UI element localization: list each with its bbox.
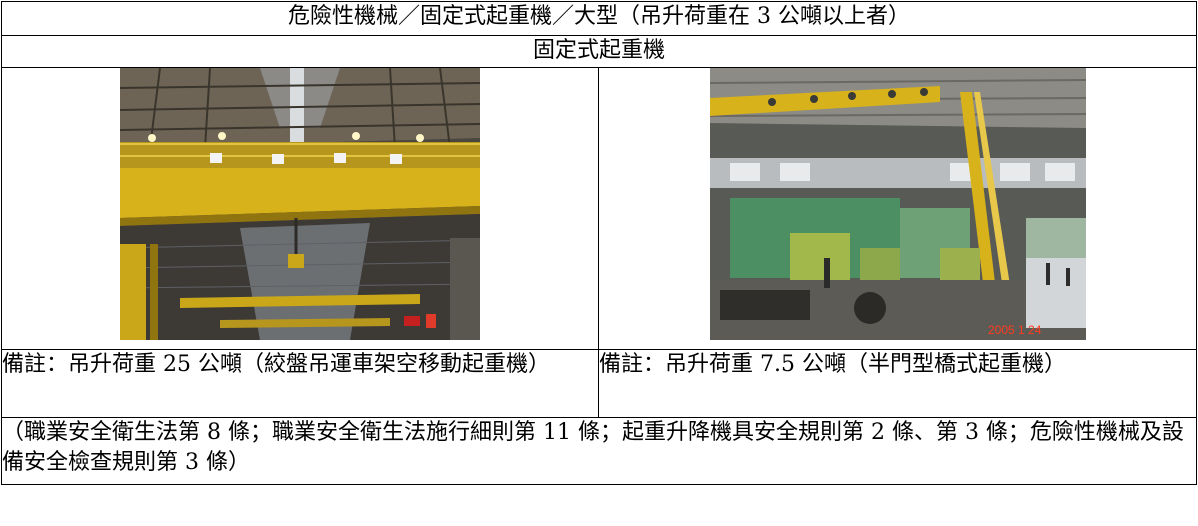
right-photo-cell: 2005 1 24 [598, 67, 1197, 350]
crane-info-table: 危險性機械／固定式起重機／大型（吊升荷重在 3 公噸以上者） 固定式起重機 [1, 1, 1197, 485]
right-photo-note: 備註：吊升荷重 7.5 公噸（半門型橋式起重機） [599, 352, 1066, 377]
right-note-cell: 備註：吊升荷重 7.5 公噸（半門型橋式起重機） [598, 349, 1197, 418]
left-photo-cell [1, 67, 599, 350]
photo-timestamp: 2005 1 24 [988, 323, 1042, 337]
left-photo-note: 備註：吊升荷重 25 公噸（絞盤吊運車架空移動起重機） [2, 352, 550, 377]
document-title: 危險性機械／固定式起重機／大型（吊升荷重在 3 公噸以上者） [1, 1, 1197, 36]
overhead-crane-photo [120, 68, 480, 340]
gantry-crane-photo: 2005 1 24 [709, 68, 1086, 340]
document-subtitle: 固定式起重機 [1, 35, 1197, 68]
legal-references: （職業安全衛生法第 8 條；職業安全衛生法施行細則第 11 條；起重升降機具安全… [1, 417, 1197, 485]
left-note-cell: 備註：吊升荷重 25 公噸（絞盤吊運車架空移動起重機） [1, 349, 599, 418]
